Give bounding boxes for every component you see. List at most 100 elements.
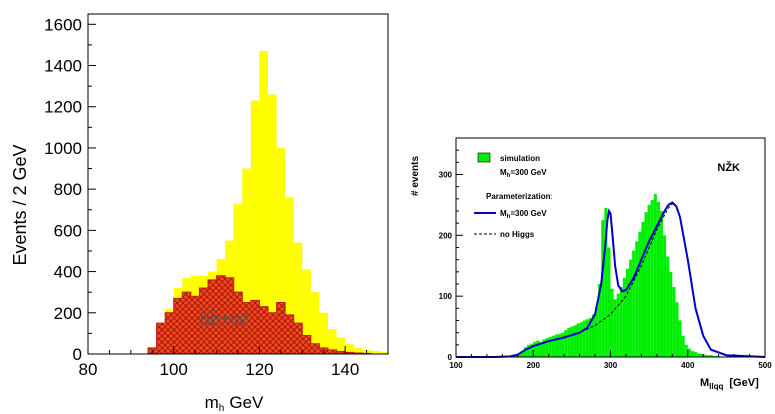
right-simulation-bar xyxy=(619,287,623,357)
right-simulation-bar xyxy=(579,322,583,357)
right-x-tick-label: 200 xyxy=(527,361,541,370)
left-annotation: bb̄+cc̄ xyxy=(200,309,249,329)
left-total-bar xyxy=(370,350,380,354)
right-simulation-bar xyxy=(598,284,602,357)
right-simulation-bar xyxy=(545,338,549,357)
right-simulation-bar xyxy=(567,327,571,357)
right-x-axis-label: Mllqq [GeV] xyxy=(700,377,759,391)
right-simulation-bar xyxy=(588,318,592,357)
left-total-bar xyxy=(310,292,320,354)
right-simulation-bar xyxy=(576,323,580,357)
left-y-tick-label: 200 xyxy=(54,304,82,323)
left-y-tick-label: 1400 xyxy=(44,57,82,76)
left-total-bar xyxy=(259,51,268,354)
left-x-tick-label: 120 xyxy=(245,360,273,379)
right-simulation-bar xyxy=(616,293,620,357)
left-total-bar xyxy=(353,347,363,354)
right-simulation-bar xyxy=(697,353,701,357)
right-simulation-bar xyxy=(635,241,639,357)
right-simulation-bar xyxy=(542,339,546,357)
right-y-tick-label: 100 xyxy=(439,292,453,301)
right-simulation-bar xyxy=(666,256,670,357)
right-x-tick-label: 500 xyxy=(758,361,772,370)
right-simulation-bar xyxy=(551,335,555,357)
right-simulation-bar xyxy=(610,288,614,357)
right-simulation-bar xyxy=(659,211,664,357)
left-y-tick-label: 600 xyxy=(54,221,82,240)
right-y-tick-label: 0 xyxy=(448,353,453,362)
right-simulation-bar xyxy=(690,350,694,357)
left-x-tick-label: 100 xyxy=(160,360,188,379)
right-simulation-bar xyxy=(622,277,626,357)
left-y-tick-label: 400 xyxy=(54,263,82,282)
right-simulation-bar xyxy=(669,271,673,357)
right-parameterization-curve xyxy=(456,201,766,358)
right-y-tick-label: 300 xyxy=(439,171,453,180)
left-total-bar xyxy=(302,269,311,354)
right-simulation-bar xyxy=(625,268,630,357)
left-y-tick-label: 800 xyxy=(54,180,82,199)
right-simulation-bar xyxy=(647,204,651,357)
left-total-bar xyxy=(268,94,277,354)
right-simulation-bar xyxy=(613,299,617,357)
left-total-bar xyxy=(250,100,260,354)
left-chart: 0 200 400 600 800 1000 1200 1400 1600 80 100 120 14… xyxy=(10,13,389,414)
left-background-series xyxy=(88,275,388,355)
right-simulation-bar xyxy=(573,325,577,357)
right-simulation-bar xyxy=(678,320,682,357)
right-simulation-bar xyxy=(548,336,552,357)
right-simulation-bar xyxy=(684,344,688,357)
right-simulation-bar xyxy=(629,259,633,357)
legend-simulation-swatch xyxy=(477,152,491,163)
right-simulation-bar xyxy=(539,341,543,357)
right-simulation-bar xyxy=(514,355,518,357)
right-x-tick-label: 400 xyxy=(681,361,695,370)
right-simulation-bar xyxy=(561,332,565,357)
right-simulation-bar xyxy=(644,212,648,357)
left-total-bar xyxy=(328,329,337,354)
right-simulation-bar xyxy=(517,353,521,357)
right-simulation-bar xyxy=(687,348,691,357)
left-total-bar xyxy=(336,337,346,354)
right-simulation-bar xyxy=(641,221,645,357)
right-simulation-bar xyxy=(715,355,719,357)
right-legend: simulation Mh=300 GeV Parameterization: … xyxy=(474,152,553,239)
left-y-tick-label: 1600 xyxy=(44,15,82,34)
left-y-tick-label: 1000 xyxy=(44,139,82,158)
right-simulation-bar xyxy=(557,333,562,357)
right-simulation-bar xyxy=(675,302,679,357)
right-simulation-bar xyxy=(604,207,608,357)
right-simulation-bar xyxy=(582,320,586,357)
right-simulation-bar xyxy=(703,354,707,357)
right-y-axis-label: # events xyxy=(410,156,421,196)
right-simulation-series xyxy=(511,193,732,357)
legend-parameterization-mass: Mh=300 GeV xyxy=(500,209,547,220)
right-simulation-bar xyxy=(672,287,676,357)
right-x-axis: 100 200 300 400 500 xyxy=(449,350,772,370)
right-simulation-bar xyxy=(564,330,568,357)
right-simulation-bar xyxy=(650,200,654,357)
right-simulation-bar xyxy=(693,352,698,357)
right-simulation-bar xyxy=(712,355,716,357)
right-simulation-bar xyxy=(595,306,599,357)
left-x-axis: 80 100 120 140 xyxy=(79,346,389,379)
right-simulation-bar xyxy=(653,193,657,357)
right-simulation-bar xyxy=(530,343,534,357)
left-total-bar xyxy=(242,168,251,354)
left-total-bar xyxy=(293,242,303,354)
right-x-tick-label: 300 xyxy=(604,361,618,370)
left-total-bar xyxy=(319,312,328,354)
right-simulation-bar xyxy=(656,201,660,357)
legend-simulation-label: simulation xyxy=(500,154,540,163)
right-simulation-bar xyxy=(700,353,704,357)
left-total-bar xyxy=(285,197,294,354)
right-x-tick-label: 100 xyxy=(449,361,463,370)
left-y-axis: 0 200 400 600 800 1000 1200 1400 1600 xyxy=(44,15,96,364)
left-y-tick-label: 0 xyxy=(73,345,82,364)
right-simulation-bar xyxy=(520,350,524,357)
right-simulation-bar xyxy=(527,344,531,357)
left-x-tick-label: 80 xyxy=(79,360,98,379)
right-simulation-bar xyxy=(706,355,710,357)
